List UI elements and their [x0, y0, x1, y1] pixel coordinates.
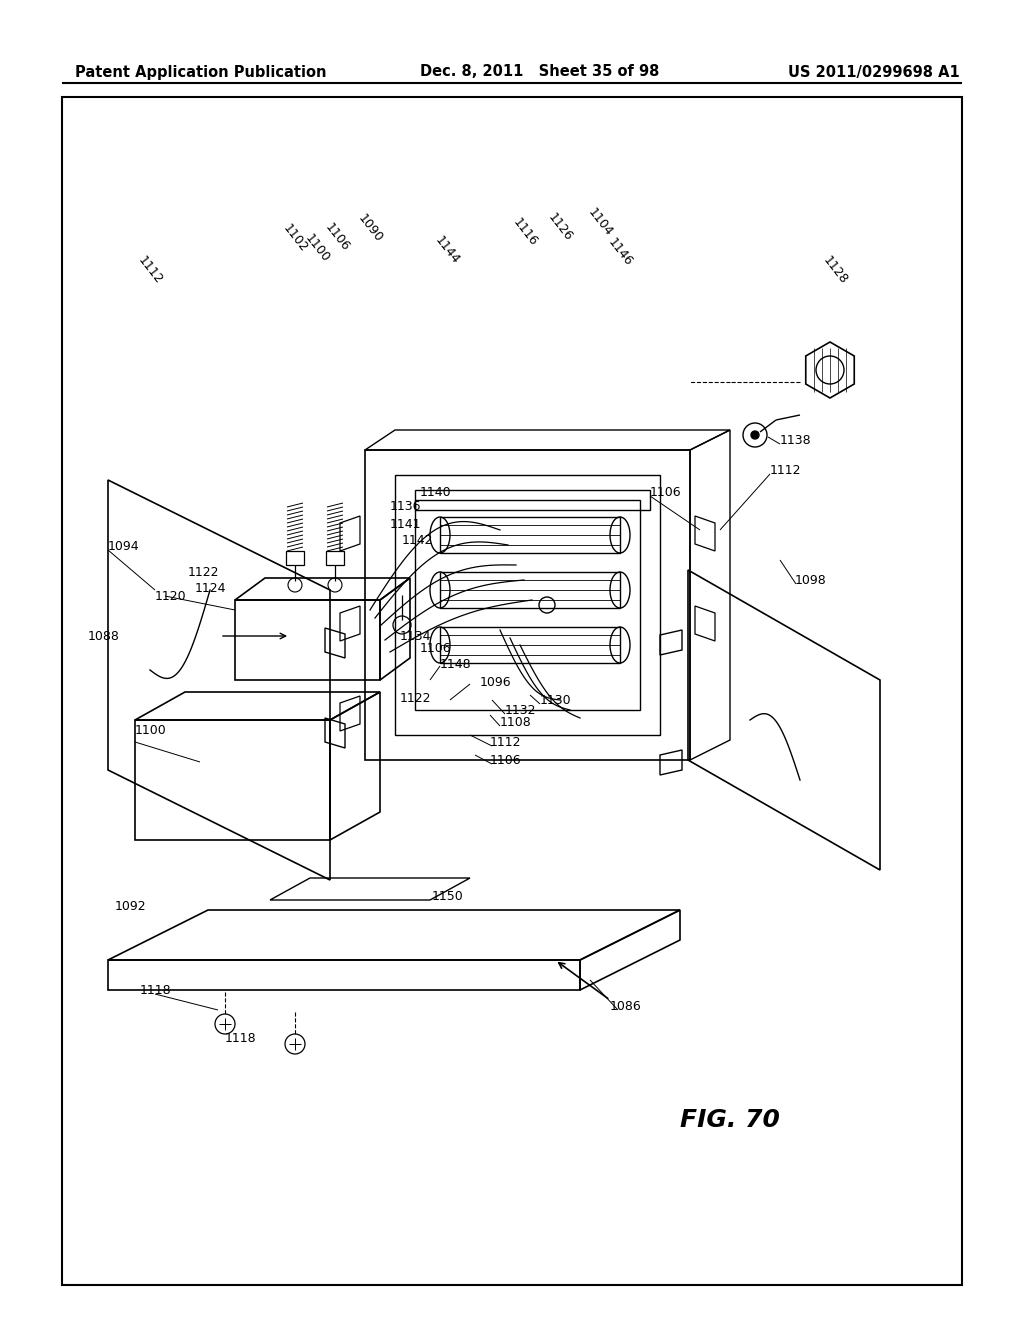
Text: 1088: 1088	[88, 630, 120, 643]
Text: 1140: 1140	[420, 486, 452, 499]
Text: 1096: 1096	[480, 676, 512, 689]
Text: 1142: 1142	[402, 533, 433, 546]
Text: 1134: 1134	[400, 630, 431, 643]
Text: 1144: 1144	[432, 234, 462, 267]
Bar	[62, 96, 962, 1284]
Text: 1104: 1104	[585, 206, 614, 239]
Text: 1130: 1130	[540, 693, 571, 706]
Text: 1132: 1132	[505, 704, 537, 717]
Text: 1098: 1098	[795, 573, 826, 586]
Circle shape	[751, 432, 759, 440]
Text: 1148: 1148	[440, 657, 472, 671]
Text: 1136: 1136	[390, 500, 422, 513]
Text: 1124: 1124	[195, 582, 226, 594]
Text: 1092: 1092	[115, 899, 146, 912]
Text: 1112: 1112	[135, 253, 165, 286]
Text: Patent Application Publication: Patent Application Publication	[75, 65, 327, 79]
Text: 1102: 1102	[280, 222, 309, 255]
Text: 1108: 1108	[500, 715, 531, 729]
Text: 1122: 1122	[400, 692, 431, 705]
Text: Dec. 8, 2011   Sheet 35 of 98: Dec. 8, 2011 Sheet 35 of 98	[420, 65, 659, 79]
Text: 1106: 1106	[322, 220, 351, 253]
Text: 1118: 1118	[140, 983, 172, 997]
Text: 1106: 1106	[650, 486, 682, 499]
Text: 1116: 1116	[510, 215, 540, 248]
Text: 1126: 1126	[545, 211, 574, 243]
Text: 1150: 1150	[432, 890, 464, 903]
Text: 1128: 1128	[820, 253, 850, 286]
Text: 1118: 1118	[225, 1031, 257, 1044]
Text: 1094: 1094	[108, 540, 139, 553]
Text: 1141: 1141	[390, 519, 422, 532]
Text: 1138: 1138	[780, 433, 812, 446]
Text: FIG. 70: FIG. 70	[680, 1107, 780, 1133]
Text: 1122: 1122	[188, 565, 219, 578]
Text: 1100: 1100	[135, 723, 167, 737]
Text: 1106: 1106	[490, 754, 521, 767]
Text: US 2011/0299698 A1: US 2011/0299698 A1	[788, 65, 961, 79]
Text: 1146: 1146	[605, 235, 635, 268]
Text: 1112: 1112	[770, 463, 802, 477]
Text: 1112: 1112	[490, 735, 521, 748]
Text: 1090: 1090	[355, 211, 385, 244]
Text: 1086: 1086	[610, 999, 642, 1012]
Text: 1106: 1106	[420, 642, 452, 655]
Text: 1120: 1120	[155, 590, 186, 602]
Text: 1100: 1100	[302, 231, 332, 264]
